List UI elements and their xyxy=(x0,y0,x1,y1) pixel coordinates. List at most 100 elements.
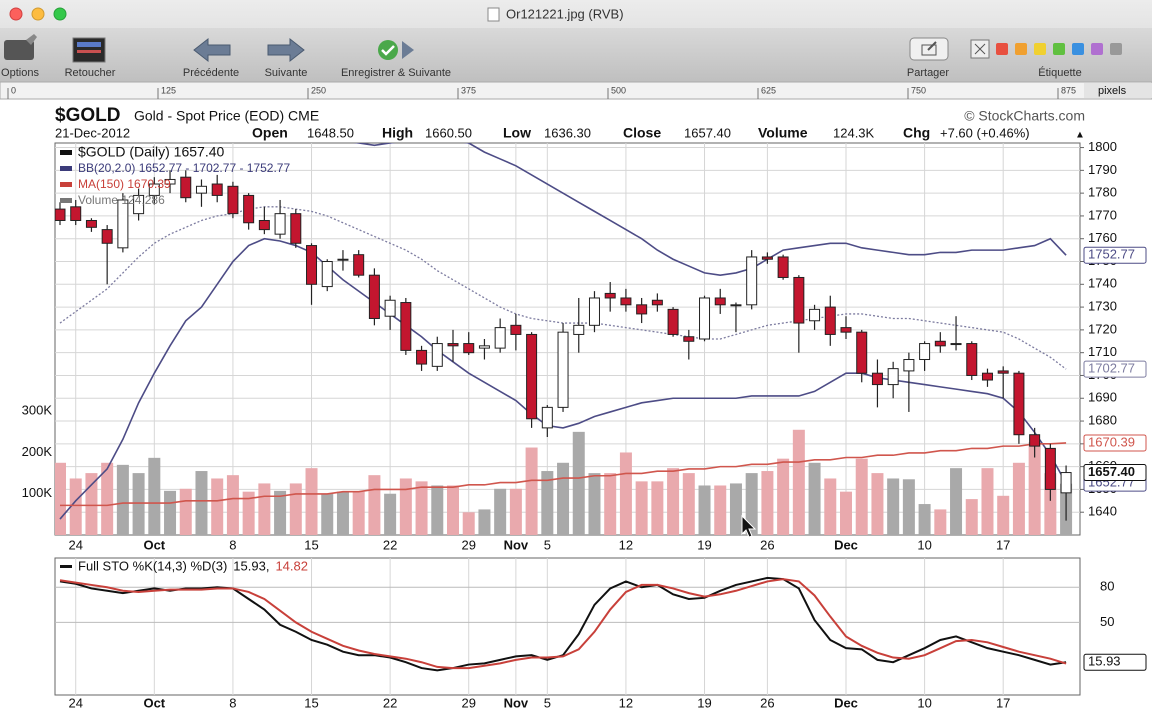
retoucher-icon[interactable] xyxy=(72,37,106,63)
stat-value: 1657.40 xyxy=(684,125,731,140)
toolbar-label[interactable]: Retoucher xyxy=(65,67,116,79)
volume-bar xyxy=(116,464,129,535)
ruler-label: 875 xyxy=(1061,85,1076,95)
ruler-label: 0 xyxy=(11,85,16,95)
volume-bar xyxy=(808,462,821,535)
volume-bar xyxy=(431,485,444,535)
value-tag-box xyxy=(1083,246,1147,264)
toolbar-label[interactable]: Précédente xyxy=(183,67,239,79)
candle-body xyxy=(55,208,66,221)
save-next-icon[interactable] xyxy=(378,40,414,60)
y-tick-label: 1770 xyxy=(1088,207,1117,222)
options-icon[interactable] xyxy=(4,34,37,60)
y-tick-label: 1720 xyxy=(1088,321,1117,336)
candle-body xyxy=(526,333,538,420)
ruler-unit-box[interactable] xyxy=(1084,83,1152,98)
volume-bar xyxy=(965,499,978,535)
candle-body xyxy=(164,178,176,185)
candle-body xyxy=(148,183,160,196)
legend-swatch xyxy=(60,198,72,203)
volume-bar xyxy=(101,462,114,535)
toolbar xyxy=(0,28,1152,82)
volume-bar xyxy=(745,473,758,535)
volume-bar xyxy=(667,468,680,535)
volume-bar xyxy=(258,483,271,535)
legend-entry: 14.82 xyxy=(275,558,308,573)
value-tag-box xyxy=(1083,464,1147,482)
candle-body xyxy=(746,256,758,306)
ruler-label: 375 xyxy=(461,85,476,95)
candle-body xyxy=(541,406,553,429)
value-tag: 1702.77 xyxy=(1088,361,1135,376)
x-tick-label: 26 xyxy=(760,537,774,552)
candle-body xyxy=(416,349,428,365)
candle-body xyxy=(1060,472,1072,494)
volume-bar xyxy=(761,471,774,535)
candle-body xyxy=(966,343,978,376)
candle-body xyxy=(478,345,490,349)
candle-body xyxy=(856,331,868,374)
minimize-button[interactable] xyxy=(31,7,45,21)
mouse-cursor xyxy=(741,514,757,538)
legend-entry: 15.93, xyxy=(233,558,269,573)
volume-bar xyxy=(415,481,428,535)
volume-bar xyxy=(1028,442,1041,535)
candle-body xyxy=(981,372,993,381)
x-tick-label: Nov xyxy=(504,695,529,710)
date: 21-Dec-2012 xyxy=(55,125,130,140)
next-icon[interactable] xyxy=(267,37,305,63)
legend-entry: Volume 124,286 xyxy=(78,193,165,207)
volume-bar xyxy=(226,475,239,535)
stat-value: 1660.50 xyxy=(425,125,472,140)
volume-bar xyxy=(55,462,66,535)
candle-body xyxy=(1013,372,1025,436)
overlay-line xyxy=(353,143,1067,276)
close-button[interactable] xyxy=(9,7,23,21)
candle-body xyxy=(871,372,883,386)
candle-body xyxy=(227,185,239,215)
candle-body xyxy=(903,359,915,372)
candle-body xyxy=(368,274,380,319)
stat-label: High xyxy=(382,125,413,141)
stat-value: 124.3K xyxy=(833,125,875,140)
candle-body xyxy=(934,340,946,347)
volume-bar xyxy=(824,478,837,535)
label-swatches[interactable] xyxy=(970,39,1122,59)
x-tick-label: 22 xyxy=(383,537,397,552)
candle-body xyxy=(683,336,695,342)
x-tick-label: Oct xyxy=(143,695,165,710)
candle-body xyxy=(306,245,318,285)
toolbar-label[interactable]: Enregistrer & Suivante xyxy=(341,67,451,79)
toolbar-label[interactable]: Suivante xyxy=(265,67,308,79)
previous-icon[interactable] xyxy=(193,37,231,63)
price-plot xyxy=(55,143,1080,535)
x-tick-label: 22 xyxy=(383,695,397,710)
x-tick-label: 29 xyxy=(461,537,475,552)
toolbar-label[interactable]: Options xyxy=(1,67,39,79)
x-tick-label: 12 xyxy=(619,537,633,552)
legend-entry: MA(150) 1670.39 xyxy=(78,177,171,191)
y-tick-label: 1680 xyxy=(1088,412,1117,427)
y-tick-label: 1710 xyxy=(1088,344,1117,359)
x-tick-label: 10 xyxy=(917,695,931,710)
x-tick-label: 5 xyxy=(544,695,551,710)
legend-swatch xyxy=(60,166,72,171)
candle-body xyxy=(431,343,443,367)
share-icon[interactable] xyxy=(909,37,949,61)
candle-body xyxy=(761,256,773,260)
toolbar-label[interactable]: Étiquette xyxy=(1038,66,1081,79)
stat-value: 1648.50 xyxy=(307,125,354,140)
legend-swatch xyxy=(60,150,72,155)
file-icon xyxy=(487,7,500,22)
zoom-button[interactable] xyxy=(53,7,67,21)
volume-bar xyxy=(132,473,145,535)
candle-body xyxy=(243,194,255,224)
x-tick-label: Dec xyxy=(834,695,858,710)
legend-swatch xyxy=(60,182,72,187)
stat-value: +7.60 (+0.46%) xyxy=(940,125,1030,140)
volume-tick-label: 200K xyxy=(22,444,53,459)
ruler-label: 750 xyxy=(911,85,926,95)
stat-label: Close xyxy=(623,125,661,141)
toolbar-label[interactable]: Partager xyxy=(907,67,950,79)
